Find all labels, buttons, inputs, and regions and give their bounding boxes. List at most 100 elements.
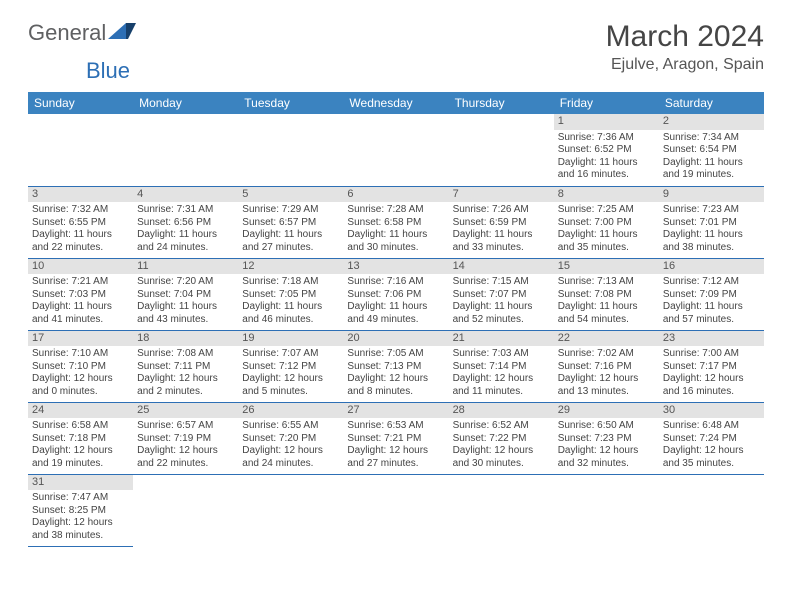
calendar-cell: 19Sunrise: 7:07 AMSunset: 7:12 PMDayligh… [238,330,343,402]
day-number: 15 [554,259,659,275]
day-number: 24 [28,403,133,419]
calendar-row: 10Sunrise: 7:21 AMSunset: 7:03 PMDayligh… [28,258,764,330]
calendar-cell: 5Sunrise: 7:29 AMSunset: 6:57 PMDaylight… [238,186,343,258]
day-details: Sunrise: 6:57 AMSunset: 7:19 PMDaylight:… [133,418,238,472]
day-number: 5 [238,187,343,203]
header-right: March 2024 Ejulve, Aragon, Spain [606,20,764,74]
calendar-cell: 21Sunrise: 7:03 AMSunset: 7:14 PMDayligh… [449,330,554,402]
day-number: 6 [343,187,448,203]
calendar-cell [343,114,448,186]
weekday-header: Wednesday [343,92,448,114]
day-details: Sunrise: 7:02 AMSunset: 7:16 PMDaylight:… [554,346,659,400]
day-details: Sunrise: 7:16 AMSunset: 7:06 PMDaylight:… [343,274,448,328]
day-number: 25 [133,403,238,419]
calendar-cell: 17Sunrise: 7:10 AMSunset: 7:10 PMDayligh… [28,330,133,402]
day-number: 22 [554,331,659,347]
day-number: 21 [449,331,554,347]
calendar-cell: 29Sunrise: 6:50 AMSunset: 7:23 PMDayligh… [554,402,659,474]
day-number: 31 [28,475,133,491]
day-number: 17 [28,331,133,347]
day-number: 12 [238,259,343,275]
calendar-cell: 9Sunrise: 7:23 AMSunset: 7:01 PMDaylight… [659,186,764,258]
calendar-cell: 4Sunrise: 7:31 AMSunset: 6:56 PMDaylight… [133,186,238,258]
day-details: Sunrise: 7:34 AMSunset: 6:54 PMDaylight:… [659,130,764,184]
calendar-row: 17Sunrise: 7:10 AMSunset: 7:10 PMDayligh… [28,330,764,402]
calendar-cell: 10Sunrise: 7:21 AMSunset: 7:03 PMDayligh… [28,258,133,330]
day-number: 8 [554,187,659,203]
calendar-cell: 30Sunrise: 6:48 AMSunset: 7:24 PMDayligh… [659,402,764,474]
calendar-cell: 15Sunrise: 7:13 AMSunset: 7:08 PMDayligh… [554,258,659,330]
day-details: Sunrise: 7:31 AMSunset: 6:56 PMDaylight:… [133,202,238,256]
calendar-cell: 24Sunrise: 6:58 AMSunset: 7:18 PMDayligh… [28,402,133,474]
day-details: Sunrise: 7:32 AMSunset: 6:55 PMDaylight:… [28,202,133,256]
calendar-cell: 2Sunrise: 7:34 AMSunset: 6:54 PMDaylight… [659,114,764,186]
weekday-header-row: SundayMondayTuesdayWednesdayThursdayFrid… [28,92,764,114]
logo-text-blue: Blue [86,58,130,83]
calendar-cell [133,114,238,186]
location-text: Ejulve, Aragon, Spain [606,56,764,74]
day-number: 26 [238,403,343,419]
calendar-row: 31Sunrise: 7:47 AMSunset: 8:25 PMDayligh… [28,474,764,546]
day-number: 11 [133,259,238,275]
day-details: Sunrise: 7:08 AMSunset: 7:11 PMDaylight:… [133,346,238,400]
day-details: Sunrise: 6:55 AMSunset: 7:20 PMDaylight:… [238,418,343,472]
day-details: Sunrise: 7:07 AMSunset: 7:12 PMDaylight:… [238,346,343,400]
day-details: Sunrise: 7:20 AMSunset: 7:04 PMDaylight:… [133,274,238,328]
calendar-cell: 25Sunrise: 6:57 AMSunset: 7:19 PMDayligh… [133,402,238,474]
calendar-cell: 8Sunrise: 7:25 AMSunset: 7:00 PMDaylight… [554,186,659,258]
calendar-cell [238,114,343,186]
calendar-cell: 1Sunrise: 7:36 AMSunset: 6:52 PMDaylight… [554,114,659,186]
calendar-cell: 12Sunrise: 7:18 AMSunset: 7:05 PMDayligh… [238,258,343,330]
weekday-header: Saturday [659,92,764,114]
day-number: 23 [659,331,764,347]
calendar-cell: 6Sunrise: 7:28 AMSunset: 6:58 PMDaylight… [343,186,448,258]
logo: General [28,20,138,46]
day-number: 27 [343,403,448,419]
calendar-cell [659,474,764,546]
day-number: 20 [343,331,448,347]
calendar-cell [133,474,238,546]
day-details: Sunrise: 7:13 AMSunset: 7:08 PMDaylight:… [554,274,659,328]
weekday-header: Friday [554,92,659,114]
day-details: Sunrise: 6:58 AMSunset: 7:18 PMDaylight:… [28,418,133,472]
day-details: Sunrise: 6:53 AMSunset: 7:21 PMDaylight:… [343,418,448,472]
day-number: 1 [554,114,659,130]
day-details: Sunrise: 7:05 AMSunset: 7:13 PMDaylight:… [343,346,448,400]
calendar-cell [28,114,133,186]
day-number: 9 [659,187,764,203]
calendar-cell: 14Sunrise: 7:15 AMSunset: 7:07 PMDayligh… [449,258,554,330]
day-number: 3 [28,187,133,203]
calendar-cell: 3Sunrise: 7:32 AMSunset: 6:55 PMDaylight… [28,186,133,258]
day-details: Sunrise: 7:26 AMSunset: 6:59 PMDaylight:… [449,202,554,256]
calendar-cell: 7Sunrise: 7:26 AMSunset: 6:59 PMDaylight… [449,186,554,258]
calendar-cell: 20Sunrise: 7:05 AMSunset: 7:13 PMDayligh… [343,330,448,402]
calendar-cell: 27Sunrise: 6:53 AMSunset: 7:21 PMDayligh… [343,402,448,474]
calendar-cell: 16Sunrise: 7:12 AMSunset: 7:09 PMDayligh… [659,258,764,330]
day-details: Sunrise: 6:50 AMSunset: 7:23 PMDaylight:… [554,418,659,472]
day-number: 18 [133,331,238,347]
weekday-header: Sunday [28,92,133,114]
day-details: Sunrise: 7:18 AMSunset: 7:05 PMDaylight:… [238,274,343,328]
day-details: Sunrise: 7:28 AMSunset: 6:58 PMDaylight:… [343,202,448,256]
calendar-cell: 28Sunrise: 6:52 AMSunset: 7:22 PMDayligh… [449,402,554,474]
calendar-cell: 18Sunrise: 7:08 AMSunset: 7:11 PMDayligh… [133,330,238,402]
day-details: Sunrise: 7:47 AMSunset: 8:25 PMDaylight:… [28,490,133,544]
calendar-cell: 11Sunrise: 7:20 AMSunset: 7:04 PMDayligh… [133,258,238,330]
day-number: 28 [449,403,554,419]
weekday-header: Thursday [449,92,554,114]
day-number: 30 [659,403,764,419]
calendar-cell: 23Sunrise: 7:00 AMSunset: 7:17 PMDayligh… [659,330,764,402]
day-details: Sunrise: 7:36 AMSunset: 6:52 PMDaylight:… [554,130,659,184]
month-title: March 2024 [606,20,764,54]
day-number: 19 [238,331,343,347]
weekday-header: Tuesday [238,92,343,114]
day-details: Sunrise: 7:29 AMSunset: 6:57 PMDaylight:… [238,202,343,256]
day-details: Sunrise: 7:12 AMSunset: 7:09 PMDaylight:… [659,274,764,328]
day-details: Sunrise: 7:15 AMSunset: 7:07 PMDaylight:… [449,274,554,328]
day-details: Sunrise: 7:25 AMSunset: 7:00 PMDaylight:… [554,202,659,256]
weekday-header: Monday [133,92,238,114]
day-details: Sunrise: 7:00 AMSunset: 7:17 PMDaylight:… [659,346,764,400]
calendar-cell [449,114,554,186]
day-number: 13 [343,259,448,275]
day-number: 4 [133,187,238,203]
